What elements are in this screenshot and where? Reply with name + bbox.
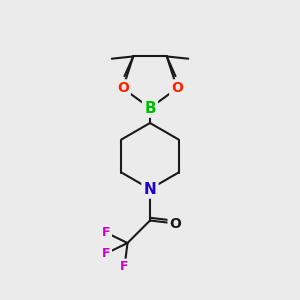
Text: F: F (102, 226, 110, 239)
Text: O: O (117, 81, 129, 95)
Text: O: O (169, 217, 181, 230)
Text: N: N (144, 182, 156, 196)
Text: O: O (171, 81, 183, 95)
Text: B: B (144, 100, 156, 116)
Text: F: F (102, 247, 110, 260)
Text: F: F (120, 260, 129, 274)
